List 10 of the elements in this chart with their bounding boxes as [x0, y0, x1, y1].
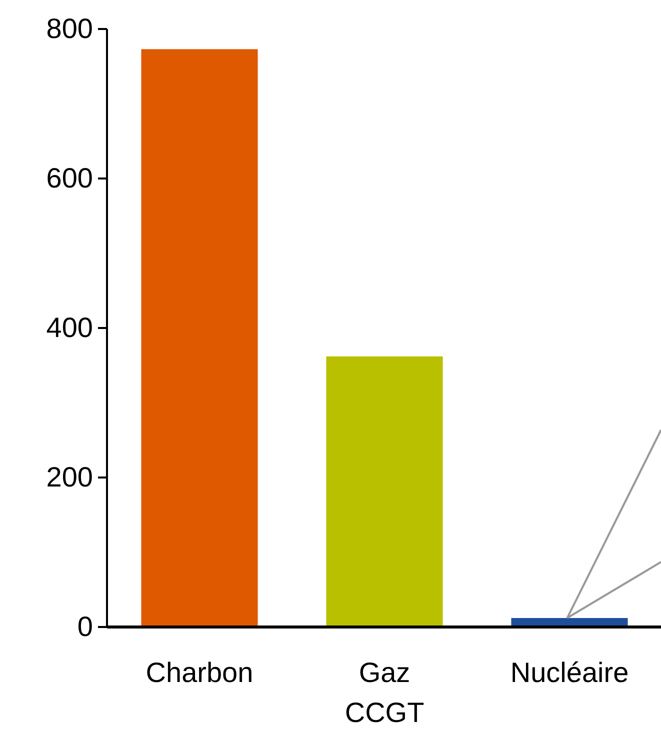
y-tick-label: 800 [46, 12, 93, 44]
x-tick-label: Gaz CCGT [344, 657, 424, 728]
bar [141, 49, 258, 627]
bar [326, 356, 443, 627]
y-tick-label: 400 [46, 312, 93, 343]
y-tick-label: 600 [46, 162, 93, 194]
y-tick-label: 200 [46, 461, 93, 492]
x-tick-label: Charbon [146, 657, 254, 688]
y-tick-label: 0 [77, 610, 93, 642]
x-tick-label: Nucléaire [510, 657, 629, 688]
